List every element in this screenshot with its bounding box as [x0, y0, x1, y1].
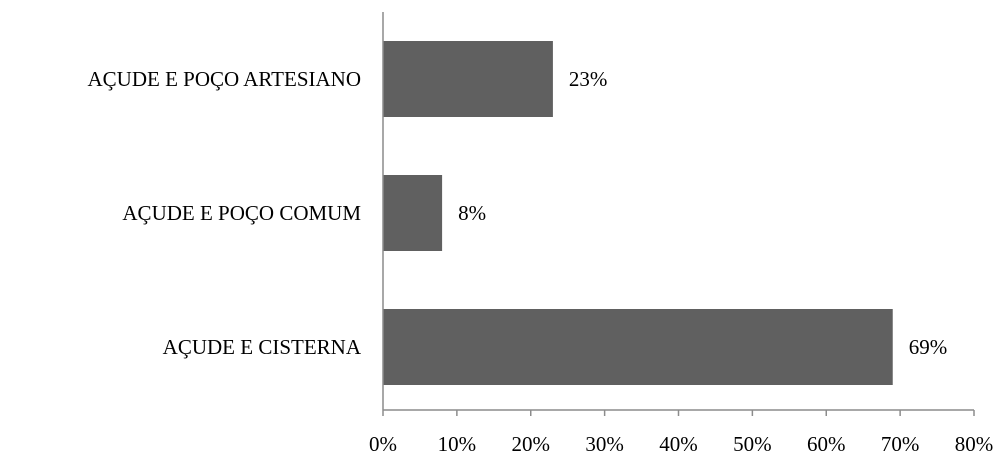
category-label: AÇUDE E CISTERNA [163, 335, 362, 359]
data-label: 23% [569, 67, 608, 91]
x-tick-label: 60% [807, 432, 846, 456]
data-label: 8% [458, 201, 486, 225]
bar [383, 175, 443, 251]
x-axis-ticks: 0% 10% 20% 30% 40% 50% 60% 70% 80% [369, 410, 993, 456]
x-tick-label: 20% [512, 432, 551, 456]
category-label: AÇUDE E POÇO COMUM [122, 201, 361, 225]
x-tick-label: 70% [881, 432, 920, 456]
category-label: AÇUDE E POÇO ARTESIANO [87, 67, 361, 91]
x-tick-label: 40% [659, 432, 698, 456]
category-labels: AÇUDE E POÇO ARTESIANO 23% AÇUDE E POÇO CO… [87, 67, 947, 359]
bar [383, 41, 553, 117]
data-label: 69% [909, 335, 948, 359]
bar [383, 309, 893, 385]
x-tick-label: 0% [369, 432, 397, 456]
x-tick-label: 50% [733, 432, 772, 456]
x-tick-label: 30% [585, 432, 624, 456]
x-tick-label: 80% [955, 432, 994, 456]
x-tick-label: 10% [438, 432, 477, 456]
bars-layer [383, 41, 893, 385]
